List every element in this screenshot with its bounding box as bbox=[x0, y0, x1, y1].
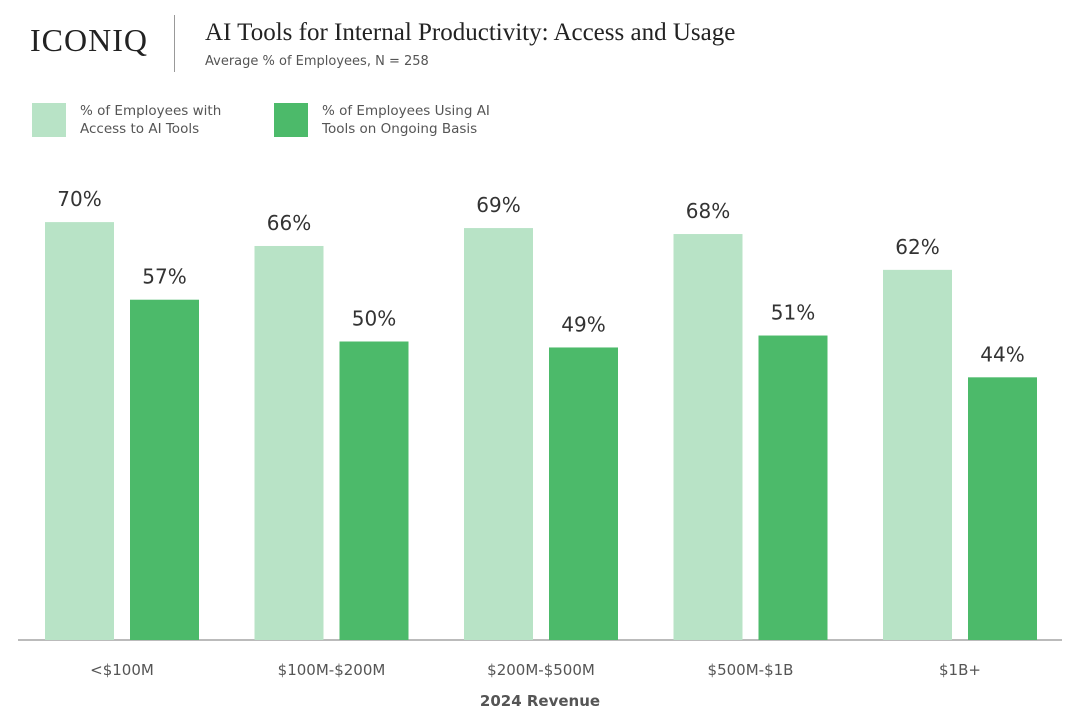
bar bbox=[673, 234, 743, 641]
legend-swatch bbox=[274, 103, 308, 137]
bar bbox=[254, 245, 324, 641]
value-label: 68% bbox=[686, 199, 730, 223]
bar bbox=[464, 228, 533, 640]
value-label: 69% bbox=[476, 193, 520, 217]
value-label: 50% bbox=[352, 307, 396, 331]
value-label: 49% bbox=[561, 312, 605, 336]
x-axis-title: 2024 Revenue bbox=[480, 692, 600, 710]
bar bbox=[45, 222, 114, 640]
value-label: 66% bbox=[267, 211, 311, 235]
value-label: 44% bbox=[980, 342, 1024, 366]
x-tick-label: $200M-$500M bbox=[487, 661, 595, 679]
value-label: 51% bbox=[771, 301, 815, 325]
bar bbox=[339, 341, 409, 640]
x-tick-label: <$100M bbox=[90, 661, 154, 679]
legend-label: % of Employees Using AI Tools on Ongoing… bbox=[322, 103, 490, 137]
bar bbox=[130, 299, 199, 640]
divider bbox=[174, 15, 175, 72]
chart-title: AI Tools for Internal Productivity: Acce… bbox=[205, 19, 736, 46]
legend-label: % of Employees with Access to AI Tools bbox=[80, 103, 222, 137]
brand-logo: ICONIQ bbox=[30, 22, 148, 58]
bar bbox=[883, 269, 952, 640]
x-tick-label: $500M-$1B bbox=[708, 661, 794, 679]
value-label: 62% bbox=[895, 235, 939, 259]
x-tick-label: $100M-$200M bbox=[278, 661, 386, 679]
value-label: 70% bbox=[57, 187, 101, 211]
legend-swatch bbox=[32, 103, 66, 137]
bar bbox=[549, 347, 618, 640]
chart-subtitle: Average % of Employees, N = 258 bbox=[205, 54, 429, 69]
value-label: 57% bbox=[142, 265, 186, 289]
bar bbox=[758, 335, 828, 640]
bar bbox=[968, 377, 1037, 640]
x-tick-label: $1B+ bbox=[939, 661, 981, 679]
